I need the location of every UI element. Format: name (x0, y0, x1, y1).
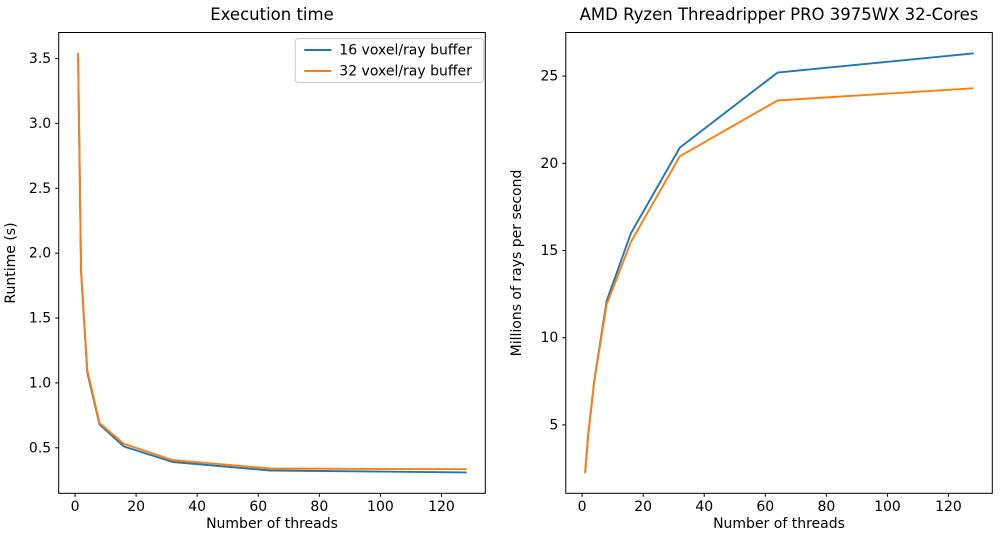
series-line-16-voxel-ray-buffer (77, 57, 467, 474)
x-tick-label: 20 (127, 499, 145, 515)
y-tick-label: 3.5 (29, 51, 51, 67)
y-tick-label: 15 (540, 243, 558, 259)
chart-title-execution-time: Execution time (210, 5, 334, 24)
x-tick-label: 0 (71, 499, 80, 515)
y-tick-label: 10 (540, 330, 558, 346)
axes-spines (565, 32, 993, 494)
x-tick-label: 100 (874, 499, 901, 515)
y-axis-label-rays: Millions of rays per second (509, 169, 525, 357)
y-tick-label: 1.5 (29, 311, 51, 327)
y-tick-label: 2.0 (29, 246, 51, 262)
x-axis-label-left: Number of threads (206, 516, 338, 532)
chart-execution-time: 0 20 40 60 80 100 120 0.5 1.0 1.5 2.0 2.5 3.0 3.5 16 v… (29, 32, 486, 515)
y-tick-label: 25 (540, 69, 558, 85)
x-tick-label: 0 (578, 499, 587, 515)
x-tick-label: 60 (756, 499, 774, 515)
x-tick-label: 60 (249, 499, 267, 515)
series-line-16-voxel-ray-buffer (584, 52, 974, 473)
y-axis-label-runtime: Runtime (s) (3, 222, 19, 304)
chart-title-cpu: AMD Ryzen Threadripper PRO 3975WX 32-Cor… (579, 5, 979, 24)
series-line-32-voxel-ray-buffer (77, 52, 467, 471)
y-tick-label: 20 (540, 156, 558, 172)
chart-rays-per-second: 0 20 40 60 80 100 120 5 10 15 20 25 (540, 32, 993, 515)
x-tick-label: 80 (310, 499, 328, 515)
legend-label-32-voxel-ray-buffer: 32 voxel/ray buffer (339, 64, 472, 80)
y-tick-label: 0.5 (29, 440, 51, 456)
x-tick-label: 120 (935, 499, 962, 515)
x-axis-label-right: Number of threads (713, 516, 845, 532)
x-tick-label: 120 (428, 499, 455, 515)
series-line-32-voxel-ray-buffer (584, 87, 974, 474)
y-tick-label: 2.5 (29, 181, 51, 197)
x-tick-label: 40 (695, 499, 713, 515)
y-tick-label: 1.0 (29, 375, 51, 391)
legend-box (294, 38, 484, 83)
x-tick-label: 20 (634, 499, 652, 515)
legend-label-16-voxel-ray-buffer: 16 voxel/ray buffer (339, 43, 472, 59)
x-tick-label: 80 (817, 499, 835, 515)
axes-spines (58, 32, 486, 494)
y-tick-label: 5 (549, 417, 558, 433)
x-tick-label: 100 (367, 499, 394, 515)
x-tick-label: 40 (188, 499, 206, 515)
y-tick-label: 3.0 (29, 116, 51, 132)
